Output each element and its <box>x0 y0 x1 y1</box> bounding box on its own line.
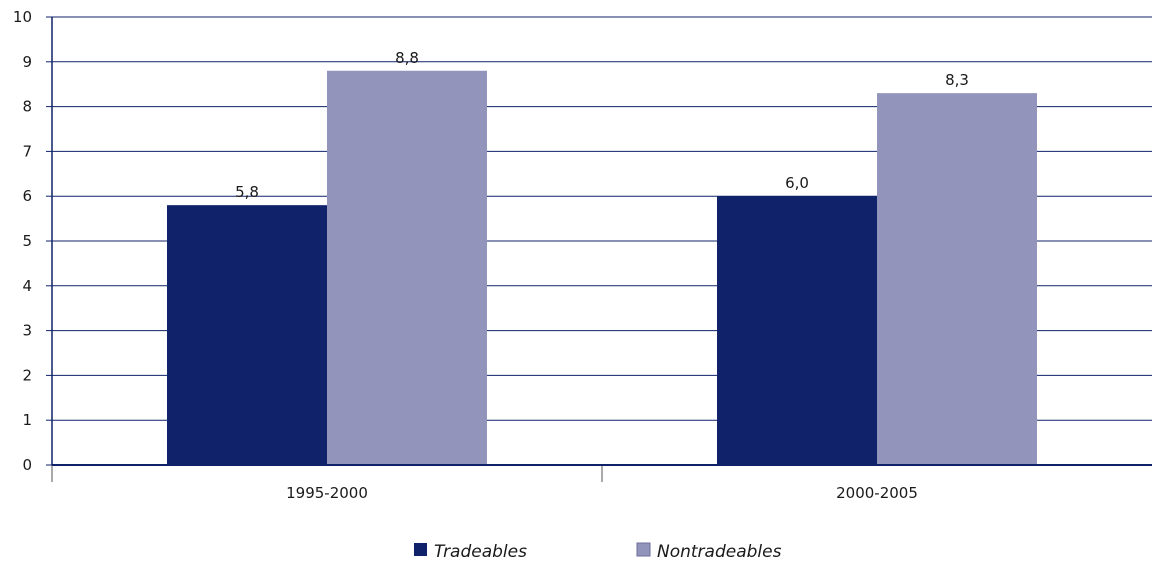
y-tick-label: 7 <box>22 142 32 160</box>
legend-swatch-tradeables <box>414 543 427 556</box>
x-tick-label: 2000-2005 <box>836 484 918 502</box>
legend-label-nontradeables: Nontradeables <box>657 542 782 562</box>
data-label-nontradeables-2000-2005: 8,3 <box>945 71 969 89</box>
y-tick-label: 3 <box>22 322 32 340</box>
y-tick-label: 5 <box>22 232 32 250</box>
y-tick-label: 4 <box>22 277 32 295</box>
bar-tradeables-1995-2000 <box>167 205 327 465</box>
legend-label-tradeables: Tradeables <box>434 542 527 562</box>
data-label-tradeables-1995-2000: 5,8 <box>235 183 259 201</box>
bar-nontradeables-1995-2000 <box>327 70 487 465</box>
bar-nontradeables-2000-2005 <box>877 93 1037 465</box>
y-tick-label: 1 <box>22 411 32 429</box>
data-label-nontradeables-1995-2000: 8,8 <box>395 49 419 67</box>
data-label-tradeables-2000-2005: 6,0 <box>785 174 809 192</box>
y-tick-label: 2 <box>22 366 32 384</box>
y-tick-label: 10 <box>13 8 32 26</box>
legend-swatch-nontradeables <box>636 542 651 557</box>
y-tick-label: 0 <box>22 456 32 474</box>
y-tick-label: 6 <box>22 187 32 205</box>
y-tick-label: 8 <box>22 98 32 116</box>
x-tick-label: 1995-2000 <box>286 484 368 502</box>
bar-tradeables-2000-2005 <box>717 196 877 465</box>
y-tick-label: 9 <box>22 53 32 71</box>
